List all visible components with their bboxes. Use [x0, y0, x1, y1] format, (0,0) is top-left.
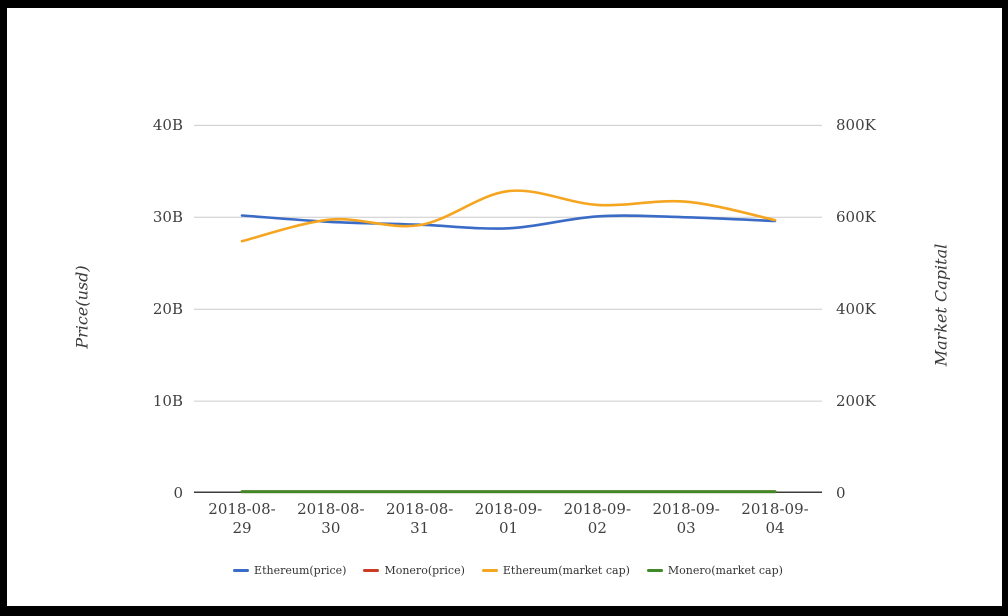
x-axis-tick-label: 2018-09- 04 [727, 500, 823, 538]
legend-swatch [233, 569, 250, 572]
x-tick-line2: 30 [321, 519, 341, 537]
legend-label: Monero(price) [384, 564, 465, 577]
x-axis-tick-label: 2018-08- 31 [372, 500, 468, 538]
y-right-tick-label: 800K [836, 116, 876, 135]
y-right-tick-label: 600K [836, 208, 876, 227]
legend-swatch [481, 569, 498, 572]
x-axis-tick-label: 2018-09- 02 [549, 500, 645, 538]
y-right-tick-label: 200K [836, 392, 876, 411]
legend-item-ethereum-price-[interactable]: Ethereum(price) [233, 564, 346, 577]
right-axis-title: Market Capital [931, 243, 951, 367]
y-left-tick-label: 30B [152, 208, 183, 227]
x-axis-tick-label: 2018-09- 01 [461, 500, 557, 538]
legend-label: Ethereum(market cap) [502, 564, 630, 577]
legend-item-monero-market-cap-[interactable]: Monero(market cap) [646, 564, 783, 577]
chart-legend: Ethereum(price) Monero(price) Ethereum(mar… [194, 564, 822, 577]
x-tick-line2: 04 [765, 519, 785, 537]
series-line-ethereum-price- [240, 214, 777, 230]
x-tick-line1: 2018-09- [474, 500, 543, 518]
legend-label: Monero(market cap) [667, 564, 783, 577]
x-tick-line1: 2018-09- [652, 500, 720, 518]
x-tick-line2: 29 [232, 519, 252, 537]
x-tick-line2: 01 [498, 519, 519, 537]
y-right-tick-label: 400K [836, 300, 876, 319]
x-axis-tick-label: 2018-08- 29 [194, 500, 290, 538]
y-left-tick-label: 10B [152, 392, 183, 411]
series-line-ethereum-market-cap- [240, 189, 777, 243]
y-left-tick-label: 0 [173, 484, 183, 502]
legend-swatch [363, 569, 380, 572]
y-left-tick-label: 20B [152, 300, 183, 319]
x-axis-tick-label: 2018-09- 03 [638, 500, 734, 538]
x-tick-line2: 02 [587, 519, 607, 537]
x-tick-line1: 2018-08- [297, 500, 365, 518]
x-tick-line2: 03 [676, 519, 696, 537]
legend-item-monero-price-[interactable]: Monero(price) [363, 564, 465, 577]
x-tick-line2: 31 [410, 519, 430, 537]
y-left-tick-label: 40B [152, 116, 183, 135]
y-right-tick-label: 0 [836, 484, 846, 502]
line-chart-plot-area [194, 124, 822, 494]
chart-stage: Price(usd) Market Capital 0 10B 20B 30B 40B … [7, 8, 1002, 606]
x-tick-line1: 2018-09- [563, 500, 632, 518]
chart-canvas: Price(usd) Market Capital 0 10B 20B 30B 40B … [7, 8, 1002, 606]
legend-item-ethereum-market-cap-[interactable]: Ethereum(market cap) [481, 564, 630, 577]
legend-swatch [646, 569, 663, 572]
x-tick-line1: 2018-09- [741, 500, 809, 518]
x-axis-tick-label: 2018-08- 30 [283, 500, 379, 538]
x-tick-line1: 2018-08- [385, 500, 454, 518]
x-tick-line1: 2018-08- [208, 500, 276, 518]
legend-label: Ethereum(price) [254, 564, 347, 577]
left-axis-title: Price(usd) [72, 265, 92, 349]
